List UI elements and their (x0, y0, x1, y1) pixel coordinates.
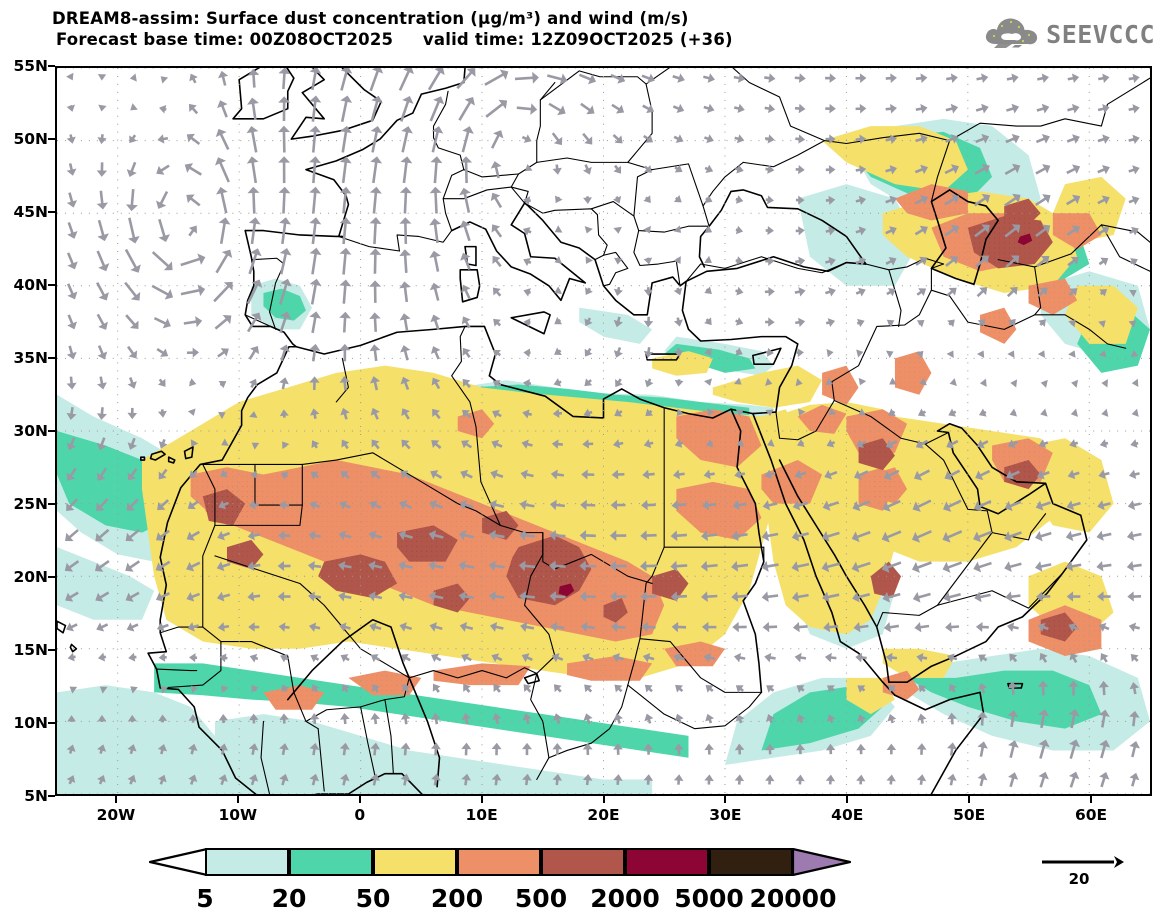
y-tick (48, 357, 55, 359)
y-tick (48, 430, 55, 432)
colorbar-segment-5-20 (205, 848, 289, 876)
y-tick-label-20N: 20N (2, 568, 48, 586)
x-tick (359, 796, 361, 803)
y-tick-label-30N: 30N (2, 422, 48, 440)
dust-concentration-map[interactable] (55, 66, 1152, 796)
x-tick (237, 796, 239, 803)
colorbar-tick-50: 50 (328, 884, 418, 913)
colorbar-under-cap (149, 848, 209, 876)
x-tick (481, 796, 483, 803)
colorbar-segment-200-500 (457, 848, 541, 876)
colorbar-tick-500: 500 (496, 884, 586, 913)
x-tick (115, 796, 117, 803)
colorbar-tick-5: 5 (160, 884, 250, 913)
map-canvas (57, 68, 1150, 794)
wind-scale-reference: 20 (1040, 852, 1130, 896)
colorbar-tick-2000: 2000 (580, 884, 670, 913)
wind-arrow-icon (1040, 852, 1130, 872)
x-tick-label-60E: 60E (1051, 806, 1131, 824)
y-tick (48, 65, 55, 67)
x-tick-label-20W: 20W (76, 806, 156, 824)
colorbar-tick-20: 20 (244, 884, 334, 913)
x-tick-label-20E: 20E (564, 806, 644, 824)
x-tick-label-0: 0 (320, 806, 400, 824)
y-tick (48, 211, 55, 213)
colorbar-segment-50-200 (373, 848, 457, 876)
x-tick-label-10E: 10E (442, 806, 522, 824)
colorbar-segment-5000-20000 (709, 848, 793, 876)
colorbar-over-cap (791, 848, 851, 876)
y-tick (48, 138, 55, 140)
x-tick (603, 796, 605, 803)
x-tick (724, 796, 726, 803)
x-tick (846, 796, 848, 803)
y-tick (48, 503, 55, 505)
y-tick-label-45N: 45N (2, 203, 48, 221)
y-tick-label-25N: 25N (2, 495, 48, 513)
colorbar-segment-2000-5000 (625, 848, 709, 876)
x-tick (968, 796, 970, 803)
y-tick-label-5N: 5N (2, 787, 48, 805)
x-tick-label-10W: 10W (198, 806, 278, 824)
x-tick-label-50E: 50E (929, 806, 1009, 824)
y-tick (48, 795, 55, 797)
forecast-time-subtitle: Forecast base time: 00Z08OCT2025 valid t… (52, 29, 932, 50)
colorbar-tick-5000: 5000 (664, 884, 754, 913)
logo-text: SEEVCCC (1046, 20, 1155, 49)
colorbar-segment-500-2000 (541, 848, 625, 876)
y-tick (48, 649, 55, 651)
y-tick (48, 576, 55, 578)
y-tick-label-35N: 35N (2, 349, 48, 367)
page-title: DREAM8-assim: Surface dust concentration… (52, 8, 932, 29)
y-tick-label-10N: 10N (2, 714, 48, 732)
wind-scale-label: 20 (1040, 870, 1118, 888)
y-tick (48, 722, 55, 724)
y-tick (48, 284, 55, 286)
y-tick-label-50N: 50N (2, 130, 48, 148)
colorbar-tick-20000: 20000 (748, 884, 838, 913)
x-tick-label-30E: 30E (685, 806, 765, 824)
y-tick-label-55N: 55N (2, 57, 48, 75)
y-tick-label-15N: 15N (2, 641, 48, 659)
cloud-icon (982, 14, 1040, 54)
colorbar-tick-200: 200 (412, 884, 502, 913)
x-tick-label-40E: 40E (807, 806, 887, 824)
y-tick-label-40N: 40N (2, 276, 48, 294)
x-tick (1090, 796, 1092, 803)
colorbar-segment-20-50 (289, 848, 373, 876)
seevccc-logo: SEEVCCC (982, 14, 1155, 54)
chart-title-block: DREAM8-assim: Surface dust concentration… (52, 8, 932, 50)
